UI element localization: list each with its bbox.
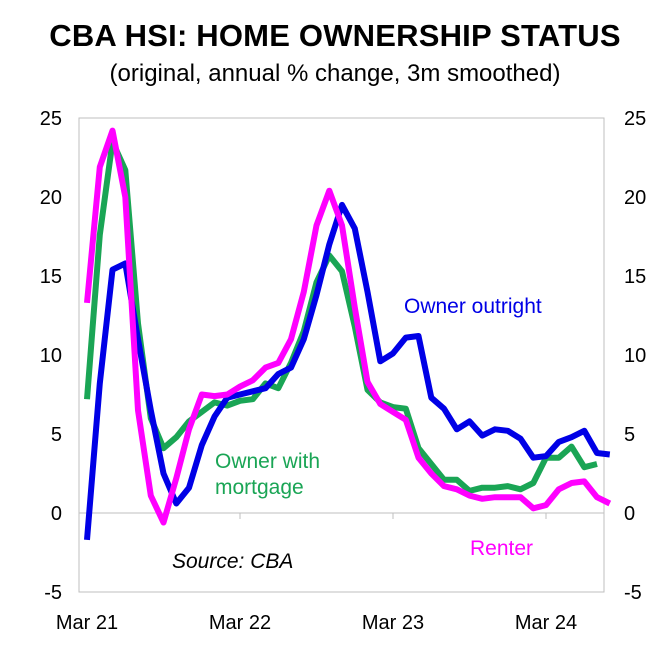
y-tick-label-right: 5 (624, 424, 635, 446)
y-tick-label-left: 0 (51, 503, 62, 525)
y-tick-label-right: -5 (624, 582, 642, 604)
series-line-renter (84, 127, 612, 526)
chart-subtitle: (original, annual % change, 3m smoothed) (109, 60, 561, 87)
y-tick-label-left: 25 (40, 108, 62, 130)
x-tick-label: Mar 22 (209, 612, 271, 634)
chart-title: CBA HSI: HOME OWNERSHIP STATUS (49, 18, 621, 53)
y-tick-label-right: 25 (624, 108, 646, 130)
y-tick-label-right: 15 (624, 266, 646, 288)
y-tick-label-right: 20 (624, 187, 646, 209)
series-label-owner-with-mortgage: Owner with mortgage (215, 450, 320, 499)
y-tick-label-right: 0 (624, 503, 635, 525)
y-tick-label-left: 15 (40, 266, 62, 288)
source-note: Source: CBA (172, 550, 293, 573)
x-tick-label: Mar 24 (515, 612, 577, 634)
series-label-owner-outright: Owner outright (404, 295, 542, 318)
y-tick-label-left: 20 (40, 187, 62, 209)
y-tick-label-left: -5 (44, 582, 62, 604)
series-line-owner-outright (84, 201, 611, 541)
plot-area (78, 117, 605, 593)
series-label-renter: Renter (470, 537, 533, 560)
x-tick-label: Mar 23 (362, 612, 424, 634)
y-tick-label-left: 5 (51, 424, 62, 446)
y-tick-label-right: 10 (624, 345, 646, 367)
y-tick-label-left: 10 (40, 345, 62, 367)
series-line-owner-with-mortgage (84, 138, 598, 494)
x-tick-label: Mar 21 (56, 612, 118, 634)
